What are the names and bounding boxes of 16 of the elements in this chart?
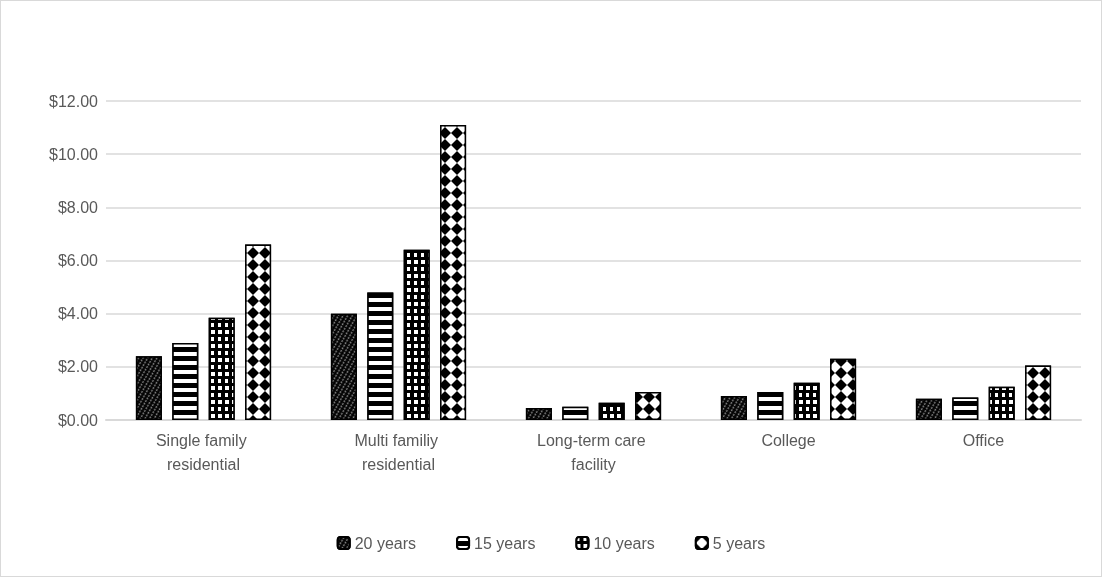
- y-tick-label: $6.00: [57, 252, 99, 269]
- x-tick-label: Multi familiy residential: [354, 431, 443, 473]
- y-tick-label: $12.00: [49, 92, 99, 110]
- x-tick-label: College: [761, 431, 816, 449]
- legend-label: 10 years: [593, 534, 655, 552]
- y-tick-label: $10.00: [49, 145, 99, 163]
- x-tick-label: Long-term care facility: [537, 431, 650, 473]
- x-tick-label: Office: [962, 431, 1005, 449]
- y-tick-label: $8.00: [57, 198, 99, 216]
- legend-label: 5 years: [712, 534, 766, 552]
- y-tick-label: $4.00: [57, 305, 99, 323]
- legend-label: 15 years: [474, 534, 536, 552]
- y-tick-label: $2.00: [57, 358, 99, 376]
- y-tick-label: $0.00: [57, 411, 99, 429]
- legend-label: 20 years: [354, 534, 417, 552]
- x-tick-label: Single family residential: [155, 431, 252, 473]
